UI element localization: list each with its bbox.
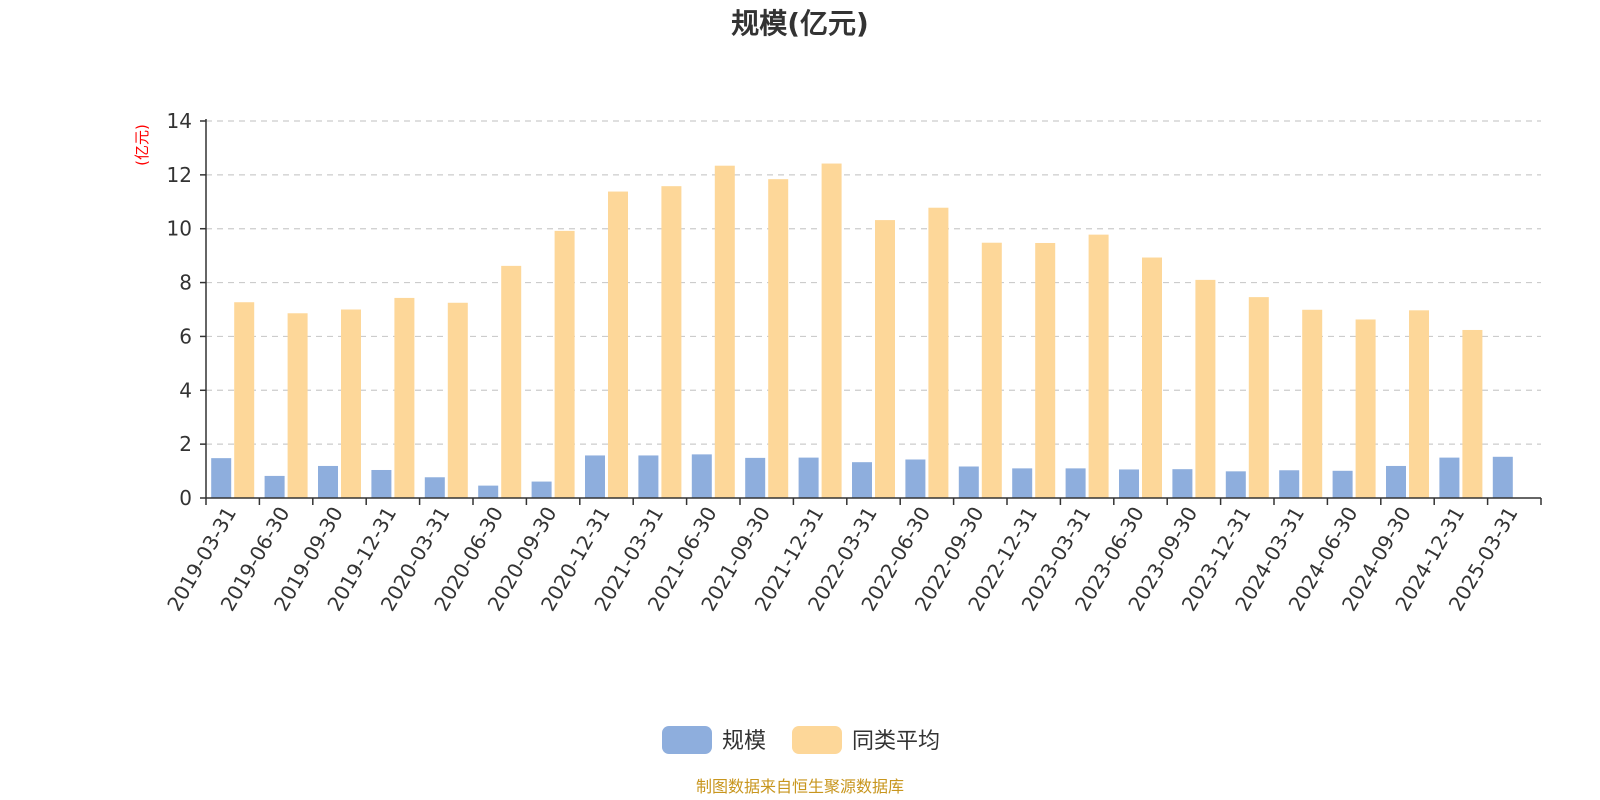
y-tick-label: 6 bbox=[179, 324, 192, 348]
bar-peer-average[interactable] bbox=[1409, 310, 1429, 498]
bar-scale[interactable] bbox=[1386, 465, 1406, 498]
bar-peer-average[interactable] bbox=[1302, 309, 1323, 498]
bar-peer-average[interactable] bbox=[661, 186, 682, 498]
bar-scale[interactable] bbox=[1012, 468, 1033, 498]
bar-scale[interactable] bbox=[211, 458, 232, 498]
bar-peer-average[interactable] bbox=[1462, 329, 1483, 498]
bar-peer-average[interactable] bbox=[875, 220, 895, 498]
bar-peer-average[interactable] bbox=[821, 163, 842, 498]
bar-peer-average[interactable] bbox=[1355, 319, 1376, 498]
bar-peer-average[interactable] bbox=[1035, 242, 1056, 498]
bar-peer-average[interactable] bbox=[1195, 279, 1216, 498]
bar-peer-average[interactable] bbox=[554, 230, 575, 498]
bar-peer-average[interactable] bbox=[768, 179, 789, 498]
bar-scale[interactable] bbox=[1225, 471, 1246, 498]
legend-label[interactable]: 同类平均 bbox=[852, 729, 940, 754]
bar-peer-average[interactable] bbox=[928, 207, 949, 498]
y-axis-unit-label: (亿元) bbox=[133, 124, 151, 166]
bar-scale[interactable] bbox=[1332, 470, 1353, 498]
legend-swatch[interactable] bbox=[662, 726, 712, 754]
bar-scale[interactable] bbox=[798, 457, 819, 498]
axes: 024681012142019-03-312019-06-302019-09-3… bbox=[162, 109, 1542, 615]
bar-scale[interactable] bbox=[424, 477, 445, 498]
bar-peer-average[interactable] bbox=[394, 297, 415, 498]
bar-scale[interactable] bbox=[905, 459, 926, 498]
bar-scale[interactable] bbox=[1172, 469, 1193, 498]
data-source-note: 制图数据来自恒生聚源数据库 bbox=[696, 777, 904, 796]
chart-title: 规模(亿元) bbox=[731, 7, 869, 40]
bar-scale[interactable] bbox=[638, 455, 659, 498]
bar-scale[interactable] bbox=[1279, 470, 1300, 498]
bar-peer-average[interactable] bbox=[1248, 297, 1269, 498]
bar-peer-average[interactable] bbox=[608, 191, 628, 498]
bar-peer-average[interactable] bbox=[1088, 234, 1109, 499]
bar-peer-average[interactable] bbox=[287, 313, 308, 498]
y-tick-label: 2 bbox=[179, 432, 192, 456]
bar-peer-average[interactable] bbox=[234, 302, 255, 498]
legend-label[interactable]: 规模 bbox=[722, 729, 766, 754]
bar-scale[interactable] bbox=[478, 485, 499, 498]
bar-scale[interactable] bbox=[371, 469, 392, 498]
bar-scale[interactable] bbox=[852, 462, 872, 498]
legend[interactable]: 规模 同类平均 bbox=[662, 726, 940, 754]
bar-peer-average[interactable] bbox=[341, 309, 361, 499]
bar-peer-average[interactable] bbox=[714, 165, 735, 499]
y-tick-label: 4 bbox=[179, 378, 192, 402]
y-tick-label: 10 bbox=[167, 217, 192, 241]
bar-peer-average[interactable] bbox=[1142, 257, 1162, 498]
bar-scale[interactable] bbox=[745, 457, 766, 498]
y-tick-label: 14 bbox=[167, 109, 192, 133]
y-tick-label: 0 bbox=[179, 486, 192, 510]
bar-scale[interactable] bbox=[264, 475, 285, 498]
bar-peer-average[interactable] bbox=[981, 242, 1002, 498]
bar-peer-average[interactable] bbox=[447, 302, 468, 498]
y-tick-label: 8 bbox=[179, 271, 192, 295]
bar-scale[interactable] bbox=[958, 466, 979, 498]
bar-scale[interactable] bbox=[1119, 469, 1139, 498]
bar-scale[interactable] bbox=[1065, 468, 1086, 498]
bar-scale[interactable] bbox=[531, 481, 552, 498]
bar-scale[interactable] bbox=[585, 455, 605, 498]
bar-peer-average[interactable] bbox=[501, 265, 522, 498]
bar-scale[interactable] bbox=[691, 454, 712, 498]
bar-series bbox=[211, 163, 1513, 499]
bar-scale[interactable] bbox=[318, 465, 338, 498]
bar-scale[interactable] bbox=[1439, 457, 1460, 498]
legend-swatch[interactable] bbox=[792, 726, 842, 754]
y-tick-label: 12 bbox=[167, 163, 192, 187]
bar-scale[interactable] bbox=[1492, 456, 1513, 498]
